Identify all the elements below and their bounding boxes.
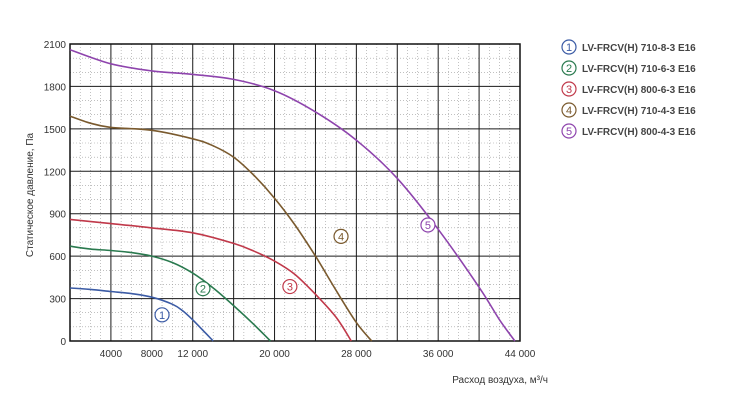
- legend-entry-4: LV-FRCV(H) 710-4-3 E16: [582, 106, 696, 117]
- y-tick-label: 900: [49, 210, 66, 221]
- legend-marker-2: [561, 60, 577, 76]
- y-tick-label: 1500: [44, 125, 67, 136]
- series-marker-label-4: 4: [338, 231, 344, 243]
- y-tick-label: 1800: [44, 82, 67, 93]
- legend-marker-label-5: 5: [566, 126, 572, 138]
- legend-marker-1: [561, 39, 577, 55]
- legend-entry-2: LV-FRCV(H) 710-6-3 E16: [582, 64, 696, 75]
- x-tick-label: 44 000: [505, 349, 536, 360]
- series-marker-label-1: 1: [159, 310, 165, 322]
- legend-marker-5: [561, 123, 577, 139]
- series-line-5: [69, 48, 516, 342]
- series-marker-4: [333, 228, 349, 244]
- series-markers: 1 2 3 4 5: [154, 217, 436, 323]
- y-tick-label: 600: [49, 252, 66, 263]
- legend-entry-5: LV-FRCV(H) 800-4-3 E16: [582, 127, 696, 138]
- series-marker-3: [282, 278, 298, 295]
- legend-marker-label-4: 4: [566, 105, 572, 117]
- legend-marker-label-3: 3: [566, 84, 572, 96]
- series-marker-1: [154, 307, 170, 323]
- legend-marker-4: [561, 102, 577, 118]
- series-line-4: [69, 115, 373, 342]
- legend: 1 LV-FRCV(H) 710-8-3 E16 2 LV-FRCV(H) 710-6…: [561, 39, 696, 139]
- y-tick-label: 300: [49, 295, 66, 306]
- legend-marker-3: [561, 81, 577, 97]
- y-tick-label: 0: [60, 337, 66, 348]
- x-tick-label: 12 000: [177, 349, 208, 360]
- series-marker-5: [420, 217, 436, 233]
- plot-frame: [69, 43, 521, 342]
- series-line-1: [69, 287, 214, 342]
- series-marker-label-5: 5: [425, 220, 431, 232]
- x-tick-label: 20 000: [259, 349, 290, 360]
- series-line-3: [69, 218, 352, 342]
- y-axis-title: Статическое давление, Па: [25, 132, 36, 257]
- y-tick-label: 2100: [44, 40, 67, 51]
- x-axis-title: Расход воздуха, м³/ч: [452, 375, 548, 386]
- series-marker-2: [195, 281, 211, 297]
- legend-entry-1: LV-FRCV(H) 710-8-3 E16: [582, 43, 696, 54]
- y-tick-label: 1200: [44, 167, 67, 178]
- legend-marker-label-2: 2: [566, 63, 572, 75]
- x-tick-label: 28 000: [341, 349, 372, 360]
- grid: [70, 44, 520, 341]
- x-tick-label: 36 000: [423, 349, 454, 360]
- series-line-2: [69, 245, 272, 342]
- series-marker-label-3: 3: [287, 282, 293, 294]
- legend-marker-label-1: 1: [566, 42, 572, 54]
- x-tick-label: 8000: [141, 349, 164, 360]
- series: [69, 48, 516, 342]
- x-tick-label: 4000: [100, 349, 123, 360]
- axes: 0 300 600 900 1200 1500 1800 2100 4000 8000 12 000…: [44, 40, 536, 360]
- legend-entry-3: LV-FRCV(H) 800-6-3 E16: [582, 85, 696, 96]
- series-marker-label-2: 2: [200, 284, 206, 296]
